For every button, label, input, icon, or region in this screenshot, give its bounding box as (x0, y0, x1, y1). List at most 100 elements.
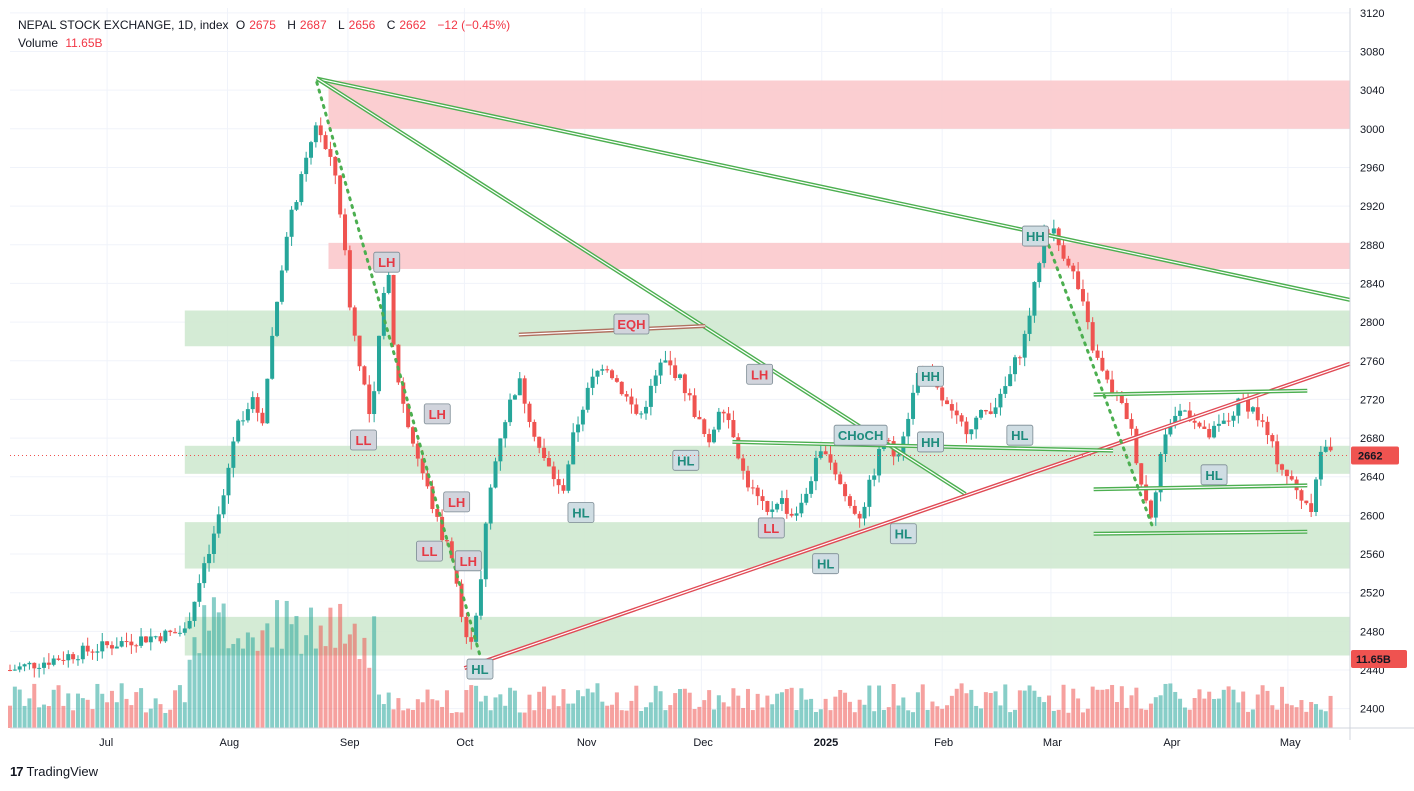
volume-bar (809, 698, 814, 728)
volume-bar (838, 689, 843, 728)
volume-bar (945, 705, 950, 728)
volume-bar (949, 695, 954, 728)
volume-bar (80, 698, 85, 728)
volume-bar (357, 659, 362, 728)
candle-body (804, 493, 809, 503)
candle-body (410, 427, 415, 444)
x-tick-label: Jul (99, 737, 113, 749)
label-box (613, 313, 650, 335)
candle-body (673, 365, 678, 379)
candle-body (886, 440, 891, 442)
candle-body (294, 202, 299, 210)
dotted-swing-line-1 (315, 80, 482, 658)
volume-bar (566, 703, 571, 728)
candle-body (1042, 233, 1047, 264)
volume-bar (517, 712, 522, 728)
candle-body (610, 370, 615, 379)
candle-body (75, 659, 80, 661)
candle-body (707, 434, 712, 443)
volume-bar (551, 695, 556, 728)
candle-body (755, 487, 760, 497)
candle-body (1013, 357, 1017, 375)
structure-label: HL (471, 662, 488, 677)
candle-body (333, 156, 338, 176)
candle-body (1051, 228, 1056, 234)
volume-bar (1178, 698, 1183, 728)
structure-label: LH (378, 255, 395, 270)
candle-body (1275, 441, 1280, 465)
candle-body (158, 636, 163, 642)
volume-bar (250, 637, 255, 728)
volume-bar (22, 705, 27, 728)
volume-bar (906, 710, 911, 728)
y-tick-label: 2440 (1360, 665, 1384, 677)
volume-bar (41, 704, 46, 728)
volume-bar (207, 630, 212, 728)
candle-body (726, 413, 731, 421)
candle-body (226, 467, 231, 496)
candle-body (1265, 421, 1270, 436)
candle-body (250, 397, 255, 410)
volume-bar (415, 699, 420, 728)
candle-body (770, 509, 775, 512)
candle-body (318, 125, 323, 136)
candle-body (716, 411, 721, 430)
volume-bar (32, 683, 37, 728)
candle-body (177, 632, 182, 634)
volume-bar (260, 630, 265, 728)
candle-body (27, 662, 32, 665)
candle-body (37, 667, 42, 669)
candle-body (1309, 503, 1314, 513)
volume-bar (1328, 695, 1333, 728)
volume-bar (546, 709, 551, 728)
volume-bar (1163, 683, 1168, 728)
tradingview-brand[interactable]: 17 TradingView (10, 764, 98, 779)
volume-bars (8, 597, 1333, 728)
candle-body (415, 443, 420, 459)
candle-body (56, 658, 61, 660)
candle-body (644, 406, 649, 414)
volume-bar (66, 693, 71, 728)
candle-body (435, 509, 440, 517)
candle-body (988, 411, 993, 414)
candle-body (872, 475, 877, 480)
candle-body (71, 654, 76, 660)
candle-body (1129, 419, 1134, 429)
structure-label: LH (460, 554, 477, 569)
candle-body (309, 142, 314, 158)
structure-label: HH (921, 435, 940, 450)
volume-bar (1080, 712, 1085, 728)
candle-body (911, 392, 916, 419)
candle-body (1202, 426, 1207, 430)
y-tick-label: 2560 (1360, 549, 1384, 561)
volume-bar (498, 694, 503, 728)
candle-body (653, 375, 658, 386)
candle-body (1076, 271, 1081, 290)
current-volume-label: 11.65B (1356, 654, 1391, 666)
volume-bar (425, 689, 430, 728)
volume-bar (1207, 691, 1212, 728)
volume-bar (129, 705, 134, 728)
volume-bar (711, 709, 716, 728)
volume-row: Volume 11.65B (18, 34, 514, 52)
volume-bar (1173, 691, 1178, 728)
candle-body (328, 149, 333, 157)
volume-bar (959, 683, 964, 728)
candle-body (391, 274, 396, 345)
candle-body (8, 670, 12, 672)
candle-body (508, 399, 513, 423)
volume-bar (877, 685, 882, 728)
candle-body (1260, 420, 1265, 422)
volume-bar (721, 702, 726, 728)
candle-body (168, 630, 173, 633)
candle-body (1124, 402, 1129, 420)
candle-body (323, 135, 328, 150)
label-box (1021, 225, 1049, 247)
volume-bar (37, 707, 42, 728)
candle-body (338, 175, 343, 215)
volume-bar (143, 712, 148, 728)
volume-bar (707, 690, 712, 728)
candle-body (1187, 410, 1192, 421)
